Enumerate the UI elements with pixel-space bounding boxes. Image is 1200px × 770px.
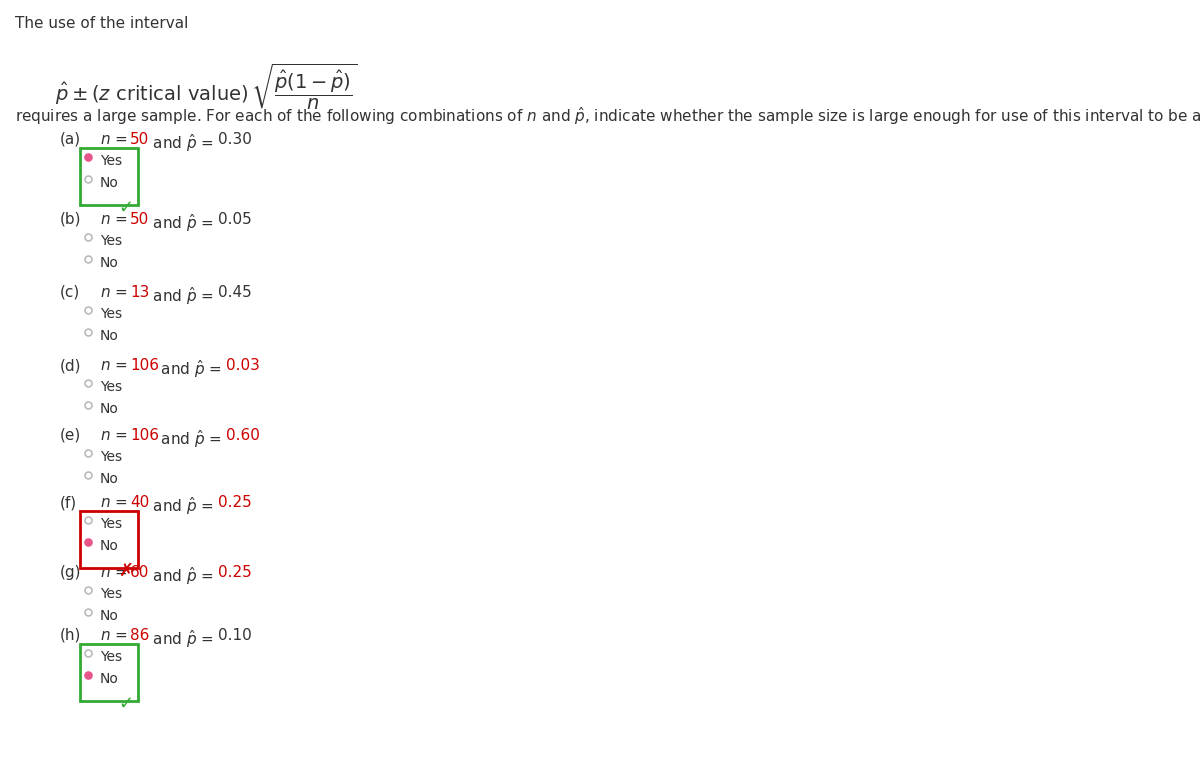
Text: Yes: Yes xyxy=(100,450,122,464)
Text: and $\hat{p}$ =: and $\hat{p}$ = xyxy=(148,565,216,587)
Text: No: No xyxy=(100,539,119,553)
Text: Yes: Yes xyxy=(100,380,122,394)
Text: $n$ =: $n$ = xyxy=(100,132,130,147)
Text: 0.25: 0.25 xyxy=(218,565,252,580)
Text: and $\hat{p}$ =: and $\hat{p}$ = xyxy=(148,285,216,307)
Text: 106: 106 xyxy=(130,358,158,373)
Text: 0.03: 0.03 xyxy=(226,358,260,373)
Text: (a): (a) xyxy=(60,132,82,147)
Text: (h): (h) xyxy=(60,628,82,643)
Text: 0.10: 0.10 xyxy=(218,628,252,643)
Text: 86: 86 xyxy=(130,628,149,643)
Text: The use of the interval: The use of the interval xyxy=(14,16,188,31)
Text: and $\hat{p}$ =: and $\hat{p}$ = xyxy=(148,495,216,517)
Text: 60: 60 xyxy=(130,565,149,580)
Text: No: No xyxy=(100,329,119,343)
Text: Yes: Yes xyxy=(100,154,122,168)
Text: 40: 40 xyxy=(130,495,149,510)
Text: $n$ =: $n$ = xyxy=(100,358,130,373)
Text: Yes: Yes xyxy=(100,587,122,601)
Text: 13: 13 xyxy=(130,285,149,300)
Text: No: No xyxy=(100,609,119,623)
Text: 50: 50 xyxy=(130,212,149,227)
Text: $n$ =: $n$ = xyxy=(100,495,130,510)
Text: No: No xyxy=(100,472,119,486)
Text: (f): (f) xyxy=(60,495,77,510)
Text: ✗: ✗ xyxy=(119,562,133,580)
Text: 106: 106 xyxy=(130,428,158,443)
Text: 50: 50 xyxy=(130,132,149,147)
Text: $n$ =: $n$ = xyxy=(100,565,130,580)
Text: and $\hat{p}$ =: and $\hat{p}$ = xyxy=(156,428,223,450)
Text: $n$ =: $n$ = xyxy=(100,628,130,643)
Text: (g): (g) xyxy=(60,565,82,580)
Text: $\hat{p} \pm (z\ \mathrm{critical\ value})\,\sqrt{\dfrac{\hat{p}(1-\hat{p})}{n}}: $\hat{p} \pm (z\ \mathrm{critical\ value… xyxy=(55,62,358,112)
Text: (d): (d) xyxy=(60,358,82,373)
Text: (b): (b) xyxy=(60,212,82,227)
Text: (c): (c) xyxy=(60,285,80,300)
Text: and $\hat{p}$ =: and $\hat{p}$ = xyxy=(156,358,223,380)
Text: and $\hat{p}$ =: and $\hat{p}$ = xyxy=(148,132,216,154)
Text: 0.25: 0.25 xyxy=(218,495,252,510)
Text: ✓: ✓ xyxy=(119,199,133,217)
Text: 0.30: 0.30 xyxy=(218,132,252,147)
Text: Yes: Yes xyxy=(100,307,122,321)
Text: Yes: Yes xyxy=(100,517,122,531)
Text: (e): (e) xyxy=(60,428,82,443)
Text: 0.45: 0.45 xyxy=(218,285,252,300)
Text: and $\hat{p}$ =: and $\hat{p}$ = xyxy=(148,628,216,650)
Text: $n$ =: $n$ = xyxy=(100,285,130,300)
Text: and $\hat{p}$ =: and $\hat{p}$ = xyxy=(148,212,216,234)
Text: No: No xyxy=(100,176,119,190)
Text: ✓: ✓ xyxy=(119,695,133,713)
Text: requires a large sample. For each of the following combinations of $n$ and $\hat: requires a large sample. For each of the… xyxy=(14,105,1200,127)
Text: No: No xyxy=(100,672,119,686)
Text: Yes: Yes xyxy=(100,234,122,248)
Text: 0.60: 0.60 xyxy=(226,428,260,443)
Text: 0.05: 0.05 xyxy=(218,212,252,227)
Text: Yes: Yes xyxy=(100,650,122,664)
Text: $n$ =: $n$ = xyxy=(100,428,130,443)
Text: No: No xyxy=(100,256,119,270)
Text: No: No xyxy=(100,402,119,416)
Text: $n$ =: $n$ = xyxy=(100,212,130,227)
